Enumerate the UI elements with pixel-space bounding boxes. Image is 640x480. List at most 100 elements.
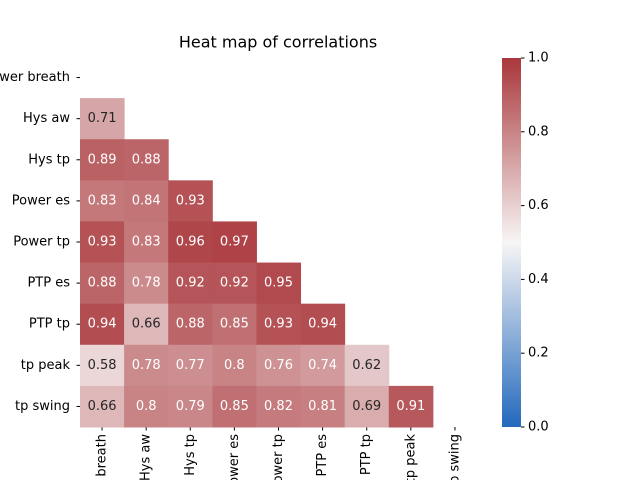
cell-label: 0.92	[220, 276, 249, 291]
y-tick-label: tp peak	[21, 358, 71, 373]
cell-label: 0.62	[352, 358, 381, 373]
y-tick-label: Hys tp	[28, 152, 70, 167]
colorbar-tick-label: 0.2	[528, 346, 549, 361]
heat-cell	[124, 221, 169, 264]
cell-label: 0.85	[220, 317, 249, 332]
heat-cell	[80, 98, 125, 140]
heat-cell	[80, 221, 125, 264]
x-tick-label: PTP tp	[359, 434, 374, 475]
heat-cell	[80, 180, 125, 222]
x-tick-label: tp peak	[403, 434, 418, 480]
y-tick-label: Power es	[12, 193, 70, 208]
colorbar-tick-label: 0.6	[528, 198, 549, 213]
cell-label: 0.83	[132, 235, 161, 250]
colorbar-tick-label: 0.0	[528, 420, 549, 435]
heat-cell	[124, 262, 169, 305]
cell-label: 0.93	[176, 193, 205, 208]
heat-cell	[80, 139, 125, 181]
y-tick-label: tp swing	[15, 399, 70, 414]
heat-cell	[256, 303, 302, 346]
heat-cell	[80, 344, 125, 387]
heat-cell	[124, 180, 169, 222]
heat-cell	[124, 303, 169, 346]
heat-cell	[168, 221, 213, 264]
y-tick-label: Power breath	[0, 70, 70, 85]
cell-label: 0.82	[264, 399, 293, 414]
heat-cell	[256, 385, 302, 428]
heat-cell	[80, 262, 125, 305]
x-tick-label: PTP es	[315, 434, 330, 477]
heat-cell	[124, 385, 169, 428]
heat-cell	[212, 385, 257, 428]
cell-label: 0.88	[88, 276, 117, 291]
cell-label: 0.79	[176, 399, 205, 414]
x-tick-label: Power breath	[95, 434, 110, 480]
y-tick-label: Power tp	[13, 235, 70, 250]
cell-label: 0.92	[176, 276, 205, 291]
heat-cell	[212, 303, 257, 346]
x-tick-label: Power tp	[271, 434, 286, 480]
cell-label: 0.69	[352, 399, 381, 414]
heat-cell	[80, 385, 125, 428]
heat-cell	[212, 344, 257, 387]
heat-cell	[300, 385, 346, 428]
heat-cell	[124, 139, 169, 181]
cell-label: 0.66	[88, 399, 117, 414]
cell-label: 0.89	[88, 152, 117, 167]
cell-label: 0.97	[220, 235, 249, 250]
cell-label: 0.77	[176, 358, 205, 373]
heat-cell	[168, 303, 213, 346]
cell-label: 0.78	[132, 358, 161, 373]
heat-cell	[124, 344, 169, 387]
cell-label: 0.91	[396, 399, 425, 414]
cell-label: 0.83	[88, 193, 117, 208]
heat-cell	[300, 344, 346, 387]
colorbar	[502, 58, 521, 427]
heat-cell	[168, 385, 213, 428]
cell-label: 0.81	[308, 399, 337, 414]
y-tick-label: Hys aw	[23, 111, 70, 126]
heat-cell	[388, 385, 434, 428]
heat-cell	[344, 385, 390, 428]
x-tick-label: Hys aw	[139, 434, 154, 480]
heat-cell	[256, 344, 302, 387]
heat-cell	[80, 303, 125, 346]
cell-label: 0.58	[88, 358, 117, 373]
cell-label: 0.95	[264, 276, 293, 291]
y-tick-label: PTP tp	[29, 317, 70, 332]
cell-label: 0.96	[176, 235, 205, 250]
cell-label: 0.85	[220, 399, 249, 414]
cell-label: 0.74	[308, 358, 337, 373]
cell-label: 0.94	[88, 317, 117, 332]
heat-cell	[344, 344, 390, 387]
heat-cell	[300, 303, 346, 346]
cell-label: 0.94	[308, 317, 337, 332]
cell-label: 0.93	[264, 317, 293, 332]
cell-label: 0.84	[132, 193, 161, 208]
cell-label: 0.78	[132, 276, 161, 291]
x-tick-label: Hys tp	[183, 434, 198, 476]
heat-cell	[168, 262, 213, 305]
cell-label: 0.76	[264, 358, 293, 373]
cell-label: 0.71	[88, 111, 117, 126]
chart-title: Heat map of correlations	[179, 33, 377, 52]
cell-label: 0.66	[132, 317, 161, 332]
colorbar-tick-label: 1.0	[528, 51, 549, 66]
cell-label: 0.88	[132, 152, 161, 167]
cell-label: 0.93	[88, 235, 117, 250]
x-tick-label: tp swing	[447, 434, 462, 480]
y-tick-label: PTP es	[27, 276, 70, 291]
heat-cell	[168, 344, 213, 387]
x-tick-label: Power es	[227, 434, 242, 480]
colorbar-tick-label: 0.4	[528, 272, 549, 287]
heat-cell	[168, 180, 213, 222]
colorbar-tick-label: 0.8	[528, 124, 549, 139]
heat-cell	[256, 262, 302, 305]
cell-label: 0.8	[224, 358, 245, 373]
heat-cell	[212, 262, 257, 305]
cell-label: 0.8	[136, 399, 157, 414]
cell-label: 0.88	[176, 317, 205, 332]
heat-cell	[212, 221, 257, 264]
